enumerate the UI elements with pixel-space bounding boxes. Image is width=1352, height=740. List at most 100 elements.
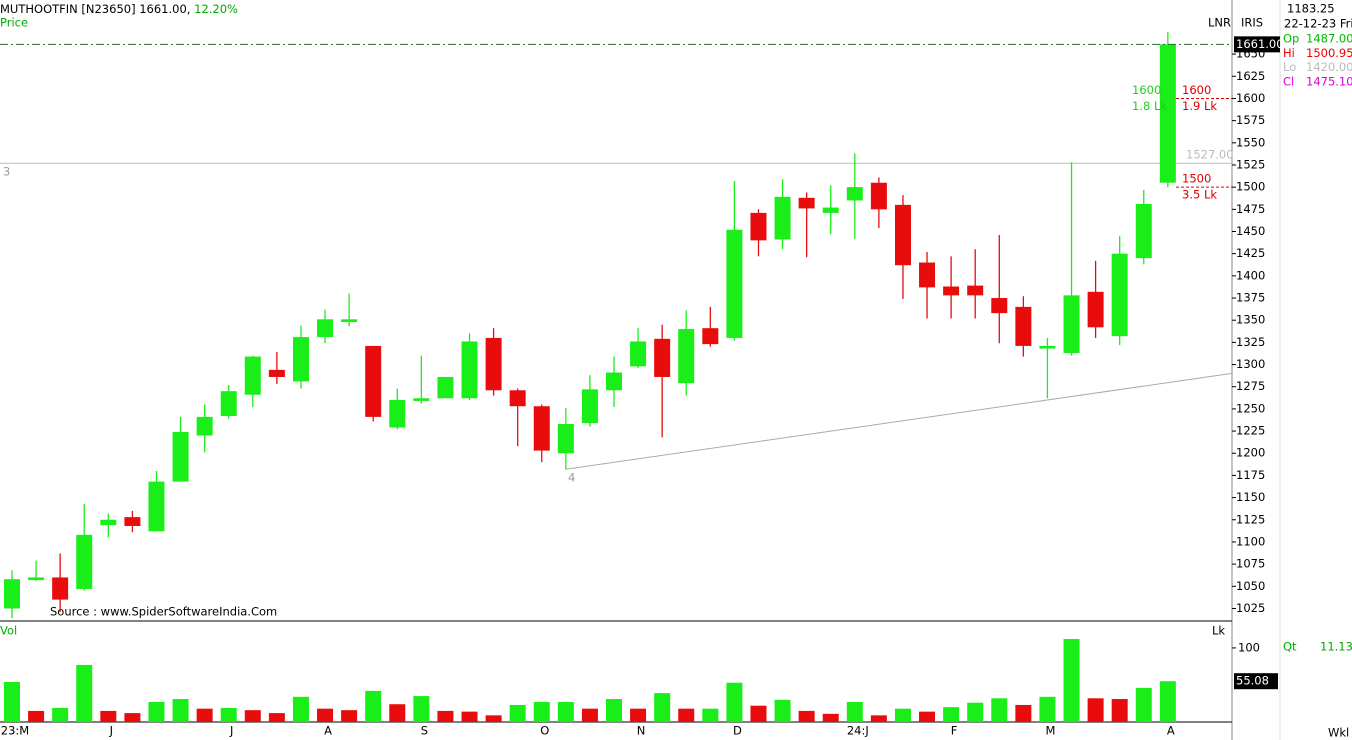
level-label: 1527.00: [1186, 148, 1234, 162]
candle-body: [292, 337, 309, 382]
candle-body: [606, 372, 622, 391]
y-tick-label: 1350: [1236, 313, 1265, 327]
vol-tick-label: 100: [1238, 640, 1260, 654]
bid-volume: 1.8 Lk: [1132, 99, 1167, 113]
x-tick-label: A: [1167, 724, 1175, 738]
volume-bar: [1135, 687, 1152, 722]
volume-bar: [148, 702, 165, 722]
y-tick-label: 1575: [1236, 113, 1265, 127]
volume-bar: [220, 707, 237, 722]
y-tick-label: 1025: [1236, 601, 1265, 615]
candle-body: [1087, 291, 1104, 328]
volume-bar: [52, 707, 69, 722]
volume-bar: [100, 710, 117, 722]
volume-label: Vol: [0, 624, 17, 638]
volume-bar: [1015, 704, 1032, 722]
header-price: 1661.00,: [139, 2, 190, 16]
volume-bar: [533, 702, 550, 722]
volume-bar: [1087, 698, 1104, 722]
volume-bar: [196, 708, 213, 722]
x-tick-label: S: [421, 724, 428, 738]
volume-bar: [76, 664, 93, 722]
volume-bar: [991, 698, 1008, 722]
candle-body: [28, 577, 45, 581]
symbol: MUTHOOTFIN [N23650]: [0, 2, 136, 16]
volume-bar: [28, 710, 45, 722]
qty-label: Qt: [1283, 640, 1297, 654]
volume-bar: [870, 715, 887, 722]
candle-body: [4, 579, 20, 609]
y-tick-label: 1475: [1236, 202, 1265, 216]
candle-body: [389, 400, 406, 428]
volume-box: [1234, 673, 1278, 690]
ohlc-label: Op: [1283, 32, 1299, 46]
cursor-date: 22-12-23 Fri: [1284, 17, 1352, 31]
candle-body: [172, 431, 189, 482]
volume-bar: [461, 711, 478, 722]
candle-body: [991, 298, 1008, 314]
y-tick-label: 1625: [1236, 69, 1265, 83]
candle-body: [485, 337, 502, 391]
volume-bar: [943, 707, 960, 722]
price-level-label: 1600: [1182, 83, 1211, 97]
price-level-volume: 1.9 Lk: [1182, 99, 1217, 113]
header-change: 12.20%: [194, 2, 238, 16]
scale-mode: LNR: [1208, 16, 1231, 30]
candle-body: [244, 356, 261, 395]
candle-body: [919, 262, 936, 288]
x-tick-label: J: [109, 724, 113, 738]
volume-bar: [509, 704, 526, 722]
wave-label: 3: [3, 165, 10, 179]
volume-bar: [894, 708, 911, 722]
y-tick-label: 1250: [1236, 401, 1265, 415]
candle-body: [76, 534, 93, 589]
volume-bar: [750, 705, 767, 722]
y-tick-label: 1100: [1236, 534, 1265, 548]
ohlc-label: Lo: [1283, 60, 1296, 74]
candle-body: [124, 517, 141, 526]
candle-body: [846, 187, 863, 201]
x-tick-label: 23:M: [1, 724, 29, 738]
volume-bar: [172, 699, 189, 722]
ohlc-value: 1487.00: [1306, 32, 1352, 46]
candle-body: [437, 376, 454, 399]
candle-body: [943, 286, 960, 296]
y-tick-label: 1425: [1236, 246, 1265, 260]
volume-bar: [244, 710, 261, 722]
x-tick-label: O: [540, 724, 549, 738]
x-tick-label: A: [324, 724, 332, 738]
y-tick-label: 1450: [1236, 224, 1265, 238]
candle-body: [533, 406, 550, 451]
y-tick-label: 1200: [1236, 446, 1265, 460]
y-tick-label: 1150: [1236, 490, 1265, 504]
y-tick-label: 1500: [1236, 180, 1265, 194]
candle-body: [220, 391, 237, 416]
volume-bar: [702, 708, 719, 722]
candle-body: [196, 416, 213, 436]
volume-bar: [919, 711, 936, 722]
volume-bar: [1063, 639, 1080, 722]
candle-body: [702, 328, 719, 345]
y-tick-label: 1275: [1236, 379, 1265, 393]
candle-body: [268, 369, 285, 377]
volume-bar: [581, 708, 598, 722]
volume-bar: [846, 702, 863, 722]
candle-body: [317, 319, 334, 338]
candle-body: [581, 389, 598, 424]
cursor-price: 1183.25: [1287, 2, 1335, 16]
candle-body: [750, 212, 767, 241]
last-price-label: 1661.00: [1236, 37, 1284, 51]
volume-bar: [413, 696, 430, 722]
volume-bar: [798, 710, 815, 722]
volume-bar: [606, 699, 622, 722]
candle-body: [870, 182, 887, 210]
x-tick-label: 24:J: [847, 724, 869, 738]
volume-unit: Lk: [1212, 624, 1225, 638]
y-tick-label: 1075: [1236, 557, 1265, 571]
volume-last-label: 55.08: [1236, 674, 1269, 688]
candle-body: [52, 577, 69, 600]
volume-bar: [389, 704, 406, 722]
wave-label: 4: [568, 471, 575, 485]
volume-bar: [485, 715, 502, 722]
y-tick-label: 1050: [1236, 579, 1265, 593]
